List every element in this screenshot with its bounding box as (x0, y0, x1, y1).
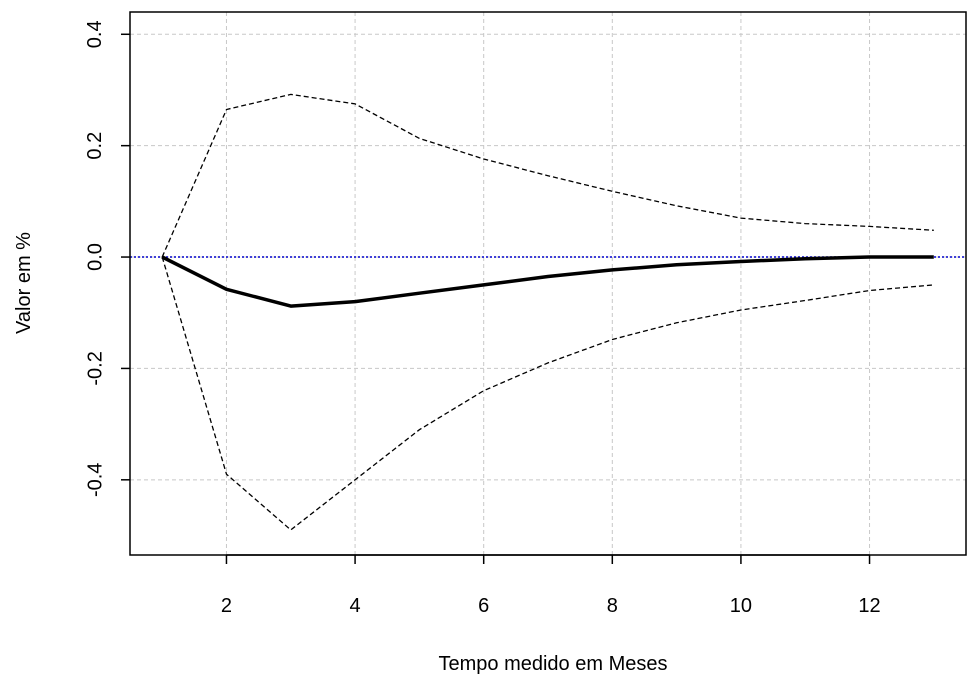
y-tick-label-4: 0.4 (84, 20, 106, 48)
y-tick-label-2: 0.0 (84, 243, 106, 271)
lower-bound-line (161, 256, 934, 531)
response-line (161, 255, 934, 308)
plot-frame (129, 11, 967, 556)
y-tick-label-0: -0.4 (84, 463, 106, 497)
x-tick-label-2: 6 (478, 595, 489, 617)
y-axis: -0.4 -0.2 0.0 0.2 0.4 (84, 20, 130, 497)
series-lines (161, 93, 934, 531)
y-tick-label-1: -0.2 (84, 351, 106, 385)
x-axis-title: Tempo medido em Meses (439, 653, 668, 675)
grid (130, 12, 966, 555)
x-tick-label-5: 12 (858, 595, 880, 617)
x-tick-label-1: 4 (350, 595, 361, 617)
x-axis: 2 4 6 8 10 12 (221, 554, 881, 617)
x-tick-label-4: 10 (730, 595, 752, 617)
y-axis-title: Valor em % (13, 232, 35, 334)
x-tick-label-3: 8 (607, 595, 618, 617)
y-tick-label-3: 0.2 (84, 132, 106, 160)
upper-bound-line (161, 93, 934, 258)
x-tick-label-0: 2 (221, 595, 232, 617)
